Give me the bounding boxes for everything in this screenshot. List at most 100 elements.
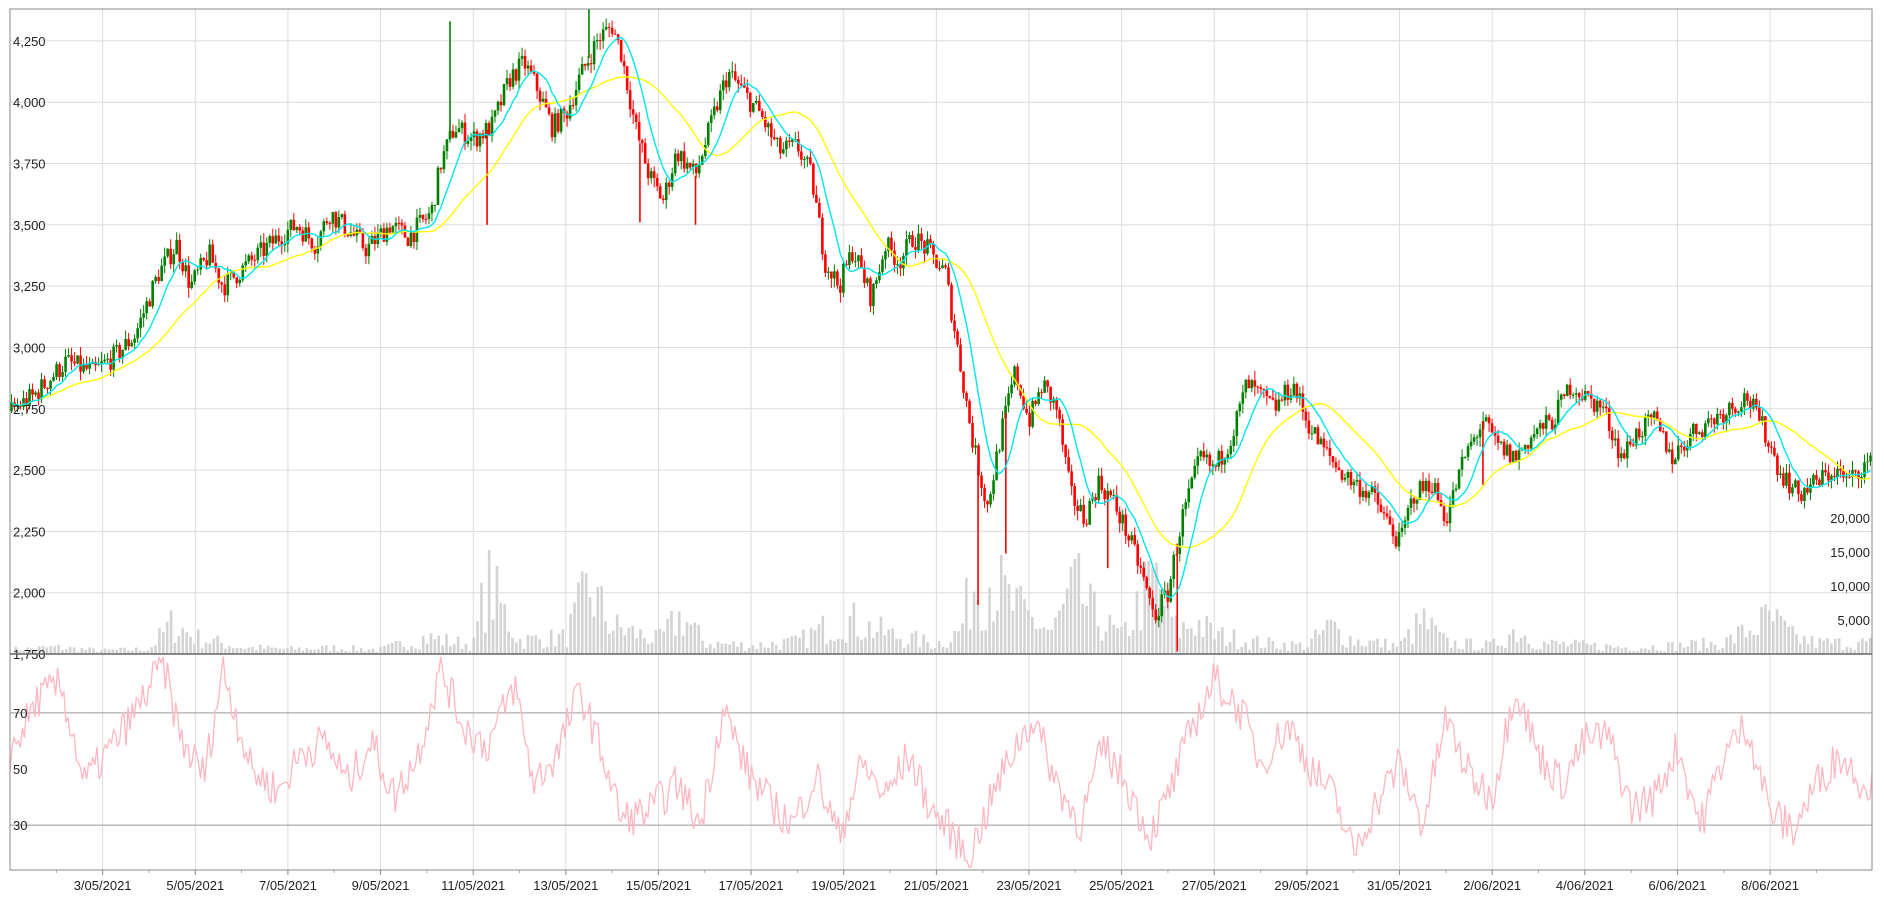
volume-bar — [522, 648, 526, 654]
volume-bar — [1748, 630, 1752, 654]
volume-bar — [344, 651, 347, 654]
candle-body — [1391, 524, 1395, 537]
candle-body — [52, 377, 55, 381]
candle-body — [1664, 431, 1668, 452]
volume-bar — [227, 646, 231, 654]
volume-bar — [1085, 605, 1088, 654]
candle-body — [526, 65, 530, 69]
volume-bar — [918, 647, 922, 654]
volume-bar — [1143, 561, 1147, 654]
candle-body — [10, 402, 13, 412]
candle-body — [1145, 577, 1149, 588]
candle-body — [496, 101, 500, 111]
volume-bar — [1318, 634, 1321, 654]
volume-bar — [363, 651, 367, 654]
candle-body — [1565, 384, 1569, 396]
volume-bar — [1244, 642, 1247, 654]
volume-bar — [1015, 587, 1019, 654]
candle-body — [148, 301, 151, 307]
volume-bar — [507, 631, 510, 654]
volume-bar — [1376, 638, 1379, 654]
volume-bar — [1636, 651, 1639, 654]
candle-body — [334, 212, 338, 228]
candle-body — [1574, 393, 1578, 395]
candle-body — [1328, 448, 1332, 457]
volume-bar — [1601, 650, 1604, 654]
volume-bar — [1255, 636, 1259, 654]
volume-bar — [1127, 635, 1131, 654]
volume-bar — [1046, 629, 1050, 654]
candle-body — [1628, 441, 1632, 445]
candle-body — [1376, 492, 1380, 505]
candle-body — [478, 133, 482, 147]
candle-body — [715, 106, 719, 111]
volume-bar — [1643, 648, 1647, 654]
volume-bar — [278, 648, 282, 654]
candle-body — [1610, 430, 1614, 441]
volume-bar — [1077, 553, 1081, 654]
volume-bar — [1861, 638, 1864, 654]
candle-body — [46, 387, 49, 389]
candle-body — [1190, 477, 1194, 489]
volume-bar — [99, 650, 103, 654]
volume-bar — [468, 651, 472, 654]
candle-body — [1280, 399, 1284, 401]
candle-body — [863, 267, 866, 284]
candle-body — [866, 278, 869, 284]
candle-body — [1334, 462, 1338, 468]
candle-body — [1517, 450, 1521, 461]
volume-bar — [1484, 640, 1488, 654]
candle-body — [691, 163, 695, 168]
candle-body — [1505, 444, 1509, 456]
volume-bar — [1674, 650, 1678, 654]
volume-bar — [383, 645, 386, 654]
candle-body — [40, 379, 43, 400]
volume-bar — [883, 635, 887, 654]
candle-body — [1136, 544, 1140, 566]
candle-body — [1097, 475, 1100, 500]
candle-body — [184, 265, 187, 272]
candle-body — [181, 261, 184, 272]
candle-body — [751, 103, 755, 112]
candle-body — [499, 101, 503, 106]
volume-bar — [1093, 591, 1096, 654]
candle-body — [328, 223, 332, 225]
volume-bar — [297, 647, 301, 654]
volume-bar — [751, 645, 755, 654]
volume-bar — [1868, 637, 1872, 654]
volume-bar — [142, 651, 146, 654]
candle-body — [1349, 472, 1353, 486]
volume-bar — [1430, 617, 1434, 654]
candle-body — [580, 63, 584, 75]
candle-body — [592, 41, 596, 65]
volume-bar — [833, 641, 836, 654]
volume-bar — [674, 635, 677, 654]
volume-bar — [736, 646, 739, 654]
volume-bar — [41, 646, 45, 654]
price-tick-label: 2,750 — [13, 402, 46, 417]
candle-body — [1598, 400, 1602, 408]
candle-body — [758, 100, 761, 111]
volume-bar — [1752, 634, 1756, 654]
candle-body — [265, 242, 269, 256]
candle-body — [100, 361, 103, 364]
candle-body — [190, 281, 193, 288]
volume-bar — [650, 642, 654, 654]
volume-bar — [1570, 643, 1573, 654]
volume-bar — [988, 587, 991, 654]
candle-body — [1577, 393, 1581, 398]
volume-bar — [786, 637, 790, 654]
candle-body — [1830, 475, 1833, 481]
volume-bar — [534, 635, 538, 654]
candle-body — [1851, 470, 1854, 478]
candle-body — [418, 214, 422, 218]
price-tick-label: 3,250 — [13, 279, 46, 294]
candle-body — [226, 273, 230, 296]
candle-body — [1779, 473, 1782, 475]
candle-body — [31, 389, 34, 395]
volume-bar — [526, 634, 530, 654]
volume-bar — [1733, 643, 1736, 654]
volume-bar — [1508, 634, 1511, 654]
volume-bar — [270, 647, 274, 654]
candle-body — [1710, 418, 1713, 420]
